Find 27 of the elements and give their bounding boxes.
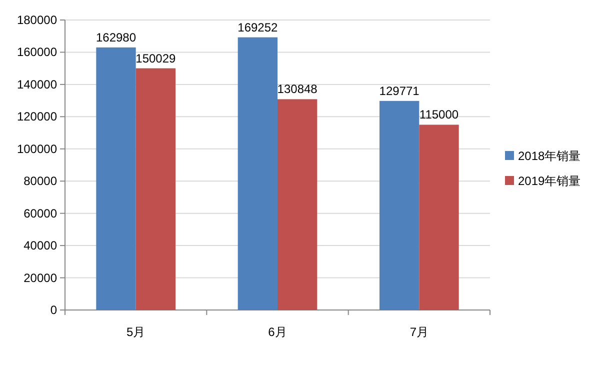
- x-tick-label: 7月: [410, 325, 429, 339]
- data-label: 129771: [379, 84, 420, 98]
- legend-label: 2018年销量: [518, 149, 581, 163]
- y-tick-label: 180000: [16, 13, 58, 27]
- bar: [278, 99, 318, 310]
- data-label: 162980: [96, 30, 136, 44]
- y-tick-label: 40000: [24, 238, 58, 253]
- bar: [380, 100, 420, 310]
- bar: [419, 124, 459, 310]
- data-label: 130848: [277, 82, 318, 96]
- legend-label: 2019年销量: [518, 174, 581, 188]
- y-tick-label: 80000: [24, 174, 58, 188]
- y-tick-label: 60000: [24, 206, 58, 220]
- bar: [96, 47, 136, 310]
- y-tick-label: 0: [50, 303, 58, 317]
- data-label: 150029: [136, 51, 176, 66]
- data-label: 115000: [419, 108, 459, 122]
- y-tick-label: 20000: [24, 270, 58, 285]
- y-tick-label: 140000: [16, 77, 58, 92]
- x-tick-label: 6月: [268, 325, 287, 339]
- data-label: 169252: [238, 20, 278, 34]
- y-tick-label: 160000: [16, 45, 58, 60]
- bar: [238, 37, 278, 310]
- bar: [136, 68, 176, 310]
- x-tick-label: 5月: [126, 325, 146, 339]
- y-tick-label: 100000: [16, 142, 58, 156]
- y-tick-label: 120000: [16, 110, 58, 124]
